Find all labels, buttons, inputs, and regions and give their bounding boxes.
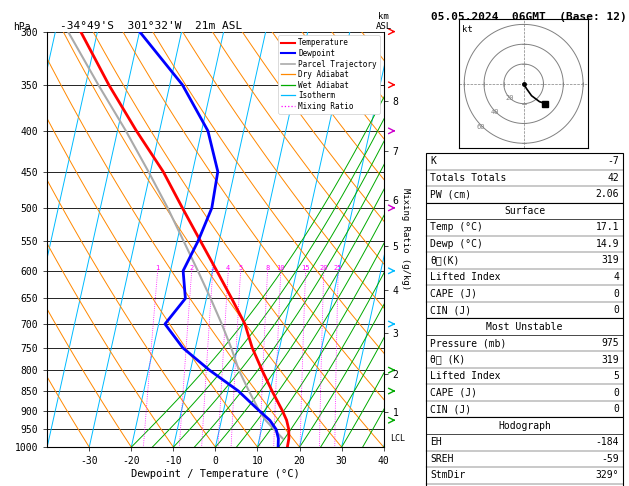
Text: 319: 319 bbox=[601, 256, 619, 265]
Text: CAPE (J): CAPE (J) bbox=[430, 388, 477, 398]
Text: CIN (J): CIN (J) bbox=[430, 305, 471, 315]
Text: 4: 4 bbox=[613, 272, 619, 282]
Text: θᴇ (K): θᴇ (K) bbox=[430, 355, 465, 364]
Text: -59: -59 bbox=[601, 454, 619, 464]
Text: Temp (°C): Temp (°C) bbox=[430, 223, 483, 232]
Text: SREH: SREH bbox=[430, 454, 454, 464]
Text: Lifted Index: Lifted Index bbox=[430, 371, 501, 381]
Text: K: K bbox=[430, 156, 436, 166]
Text: Lifted Index: Lifted Index bbox=[430, 272, 501, 282]
Text: 0: 0 bbox=[613, 404, 619, 414]
Text: 14.9: 14.9 bbox=[596, 239, 619, 249]
Text: θᴇ(K): θᴇ(K) bbox=[430, 256, 460, 265]
Text: hPa: hPa bbox=[14, 21, 31, 32]
Text: CAPE (J): CAPE (J) bbox=[430, 289, 477, 298]
Text: LCL: LCL bbox=[391, 434, 406, 443]
Text: kt: kt bbox=[462, 25, 472, 34]
Text: 329°: 329° bbox=[596, 470, 619, 480]
X-axis label: Dewpoint / Temperature (°C): Dewpoint / Temperature (°C) bbox=[131, 469, 300, 479]
Text: EH: EH bbox=[430, 437, 442, 447]
Text: Pressure (mb): Pressure (mb) bbox=[430, 338, 506, 348]
Text: PW (cm): PW (cm) bbox=[430, 190, 471, 199]
Text: 0: 0 bbox=[613, 289, 619, 298]
Text: CIN (J): CIN (J) bbox=[430, 404, 471, 414]
Text: 20: 20 bbox=[505, 95, 514, 101]
Text: 0: 0 bbox=[613, 388, 619, 398]
Text: 8: 8 bbox=[265, 265, 270, 271]
Text: 15: 15 bbox=[301, 265, 310, 271]
Text: 20: 20 bbox=[320, 265, 328, 271]
Text: Dewp (°C): Dewp (°C) bbox=[430, 239, 483, 249]
Legend: Temperature, Dewpoint, Parcel Trajectory, Dry Adiabat, Wet Adiabat, Isotherm, Mi: Temperature, Dewpoint, Parcel Trajectory… bbox=[278, 35, 380, 114]
Text: Totals Totals: Totals Totals bbox=[430, 173, 506, 183]
Text: -184: -184 bbox=[596, 437, 619, 447]
Text: 0: 0 bbox=[613, 305, 619, 315]
Text: 10: 10 bbox=[277, 265, 285, 271]
Text: 25: 25 bbox=[334, 265, 342, 271]
Text: 1: 1 bbox=[155, 265, 160, 271]
Text: -34°49'S  301°32'W  21m ASL: -34°49'S 301°32'W 21m ASL bbox=[60, 20, 242, 31]
Text: 42: 42 bbox=[607, 173, 619, 183]
Text: 17.1: 17.1 bbox=[596, 223, 619, 232]
Text: 4: 4 bbox=[226, 265, 230, 271]
Text: 40: 40 bbox=[491, 109, 499, 115]
Text: -7: -7 bbox=[607, 156, 619, 166]
Text: 5: 5 bbox=[238, 265, 243, 271]
Y-axis label: Mixing Ratio (g/kg): Mixing Ratio (g/kg) bbox=[401, 188, 409, 291]
Text: Surface: Surface bbox=[504, 206, 545, 216]
Text: km
ASL: km ASL bbox=[376, 12, 392, 31]
Text: Hodograph: Hodograph bbox=[498, 421, 551, 431]
Text: 2.06: 2.06 bbox=[596, 190, 619, 199]
Text: 975: 975 bbox=[601, 338, 619, 348]
Text: 319: 319 bbox=[601, 355, 619, 364]
Text: 3: 3 bbox=[211, 265, 215, 271]
Text: StmDir: StmDir bbox=[430, 470, 465, 480]
Text: © weatheronline.co.uk: © weatheronline.co.uk bbox=[469, 472, 582, 481]
Text: 2: 2 bbox=[189, 265, 194, 271]
Text: 5: 5 bbox=[613, 371, 619, 381]
Text: Most Unstable: Most Unstable bbox=[486, 322, 563, 331]
Text: 05.05.2024  06GMT  (Base: 12): 05.05.2024 06GMT (Base: 12) bbox=[431, 12, 626, 22]
Text: 60: 60 bbox=[477, 123, 485, 130]
